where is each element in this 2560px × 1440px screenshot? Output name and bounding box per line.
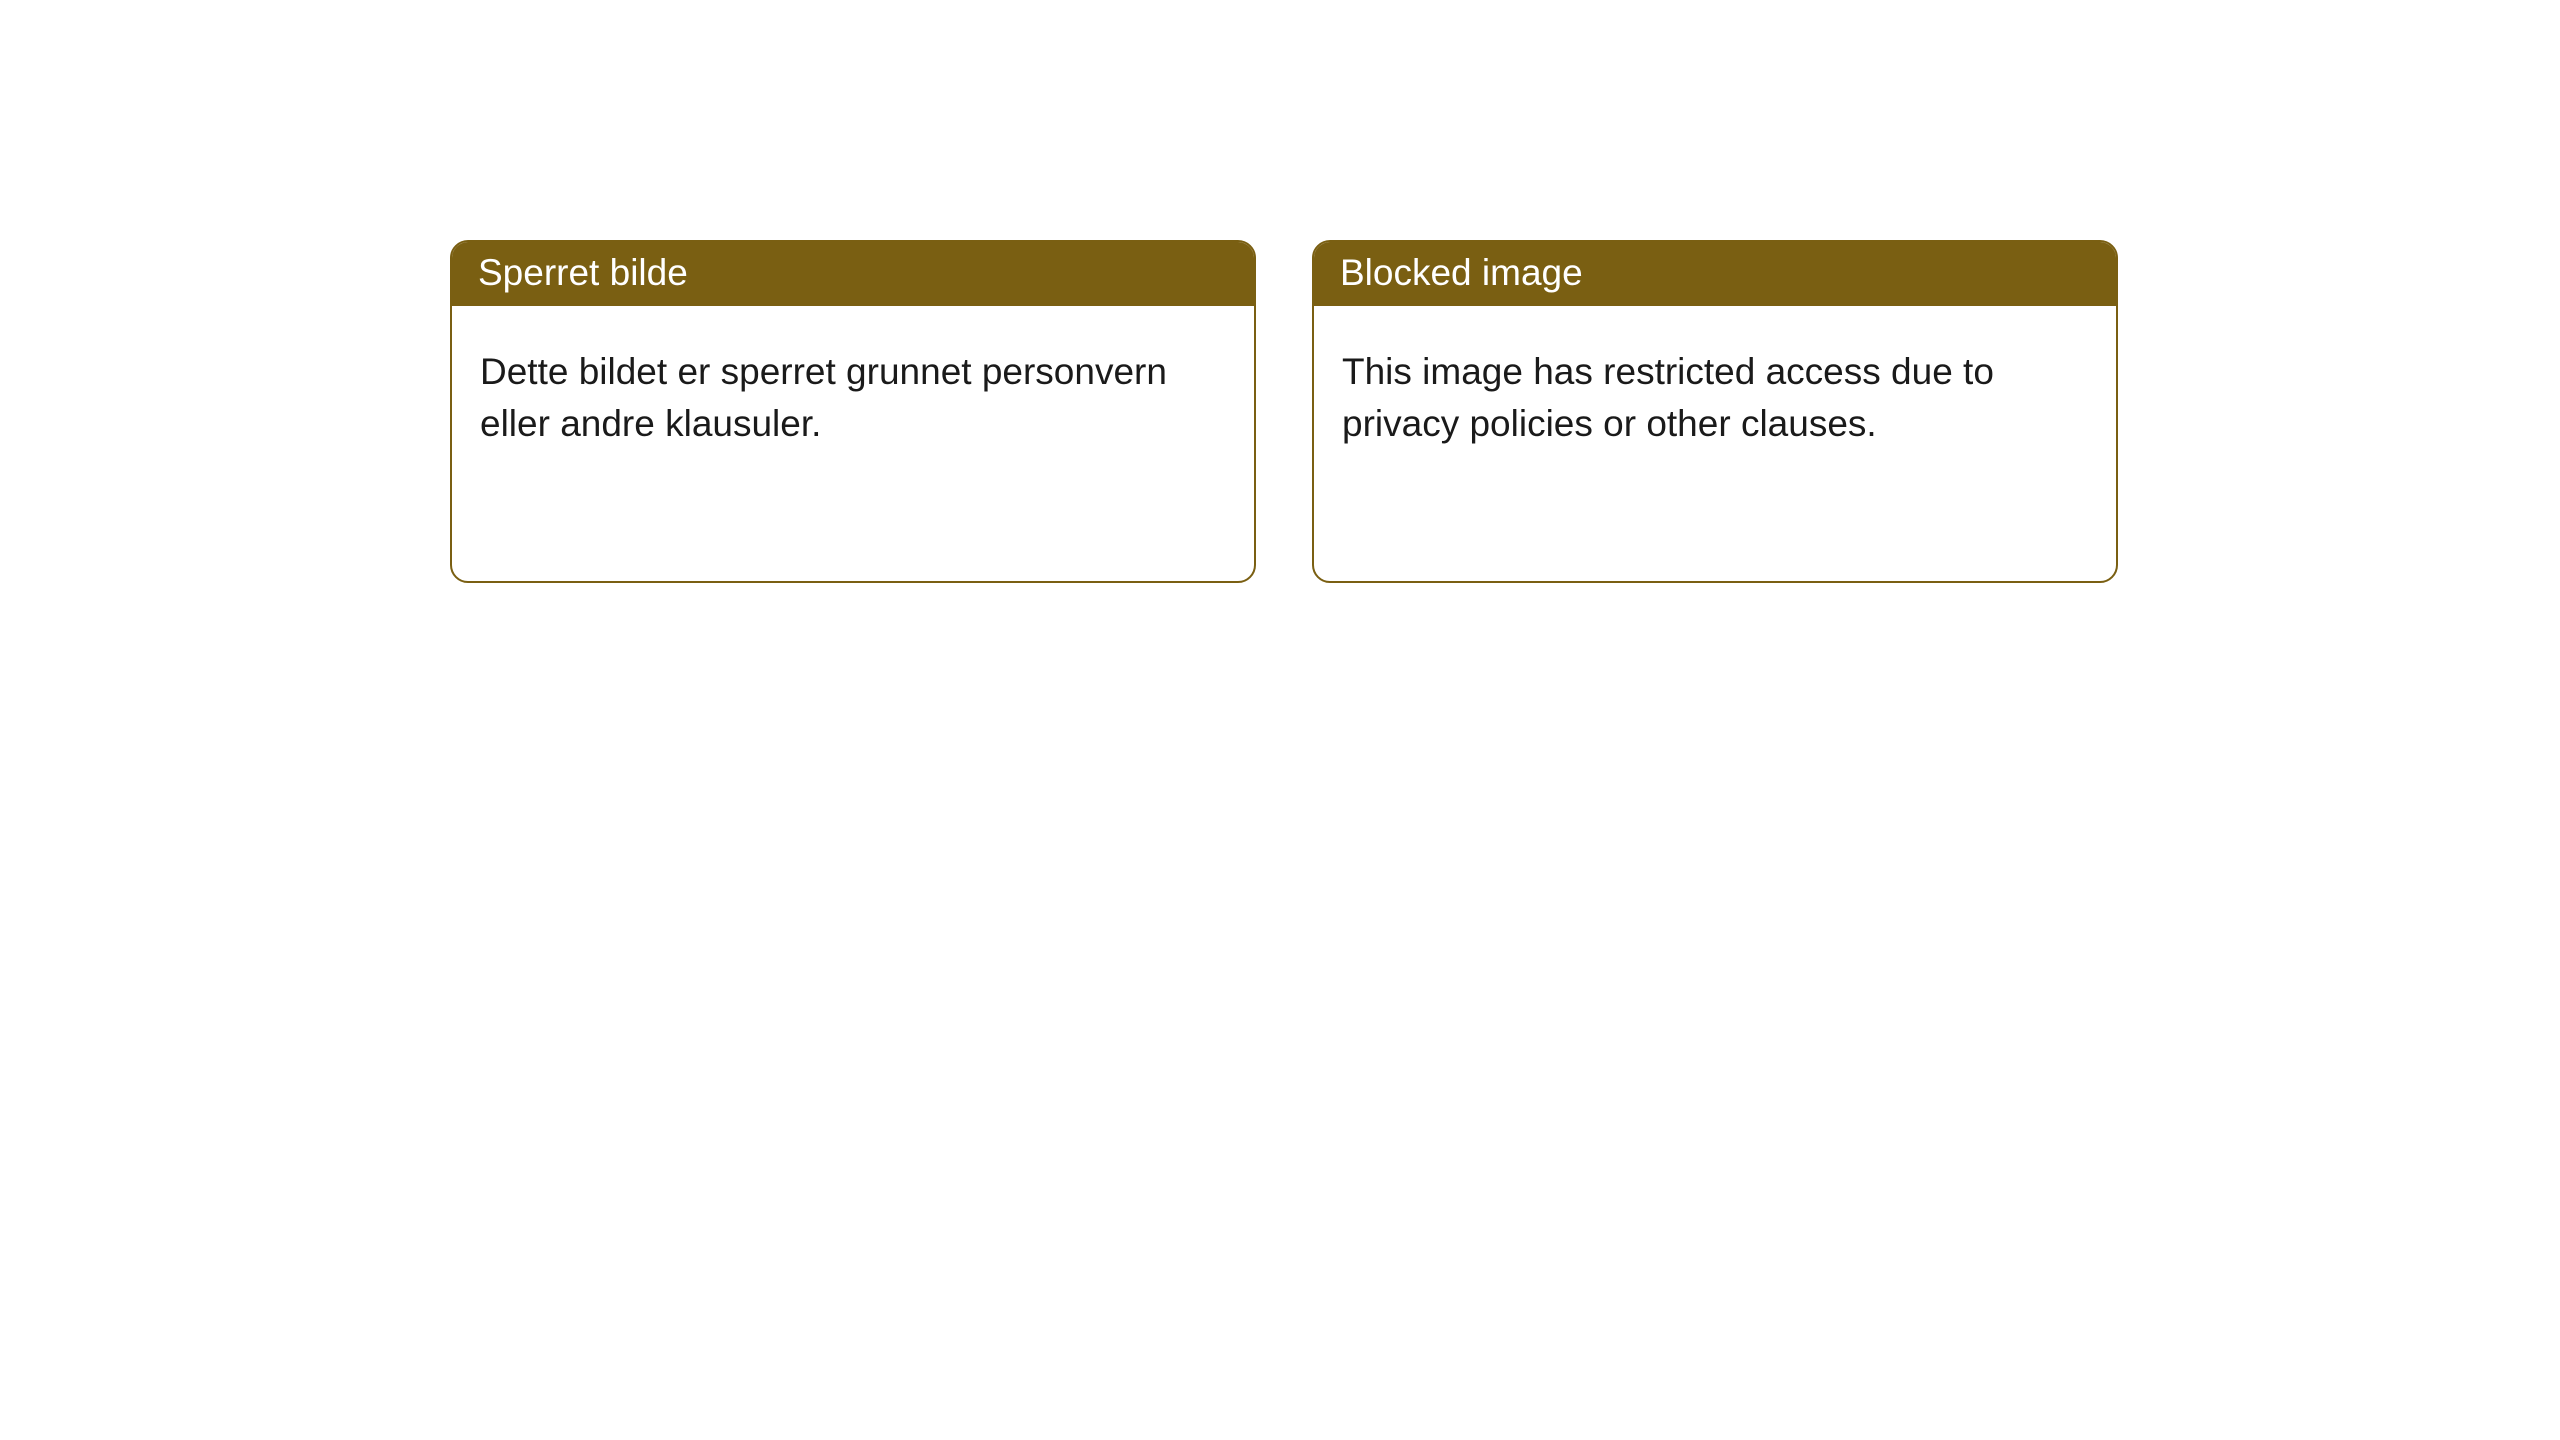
notice-header-no: Sperret bilde: [452, 242, 1254, 306]
notice-card-no: Sperret bilde Dette bildet er sperret gr…: [450, 240, 1256, 583]
notice-body-no: Dette bildet er sperret grunnet personve…: [452, 306, 1254, 581]
notice-row: Sperret bilde Dette bildet er sperret gr…: [0, 0, 2560, 583]
notice-card-en: Blocked image This image has restricted …: [1312, 240, 2118, 583]
notice-header-en: Blocked image: [1314, 242, 2116, 306]
notice-body-en: This image has restricted access due to …: [1314, 306, 2116, 581]
